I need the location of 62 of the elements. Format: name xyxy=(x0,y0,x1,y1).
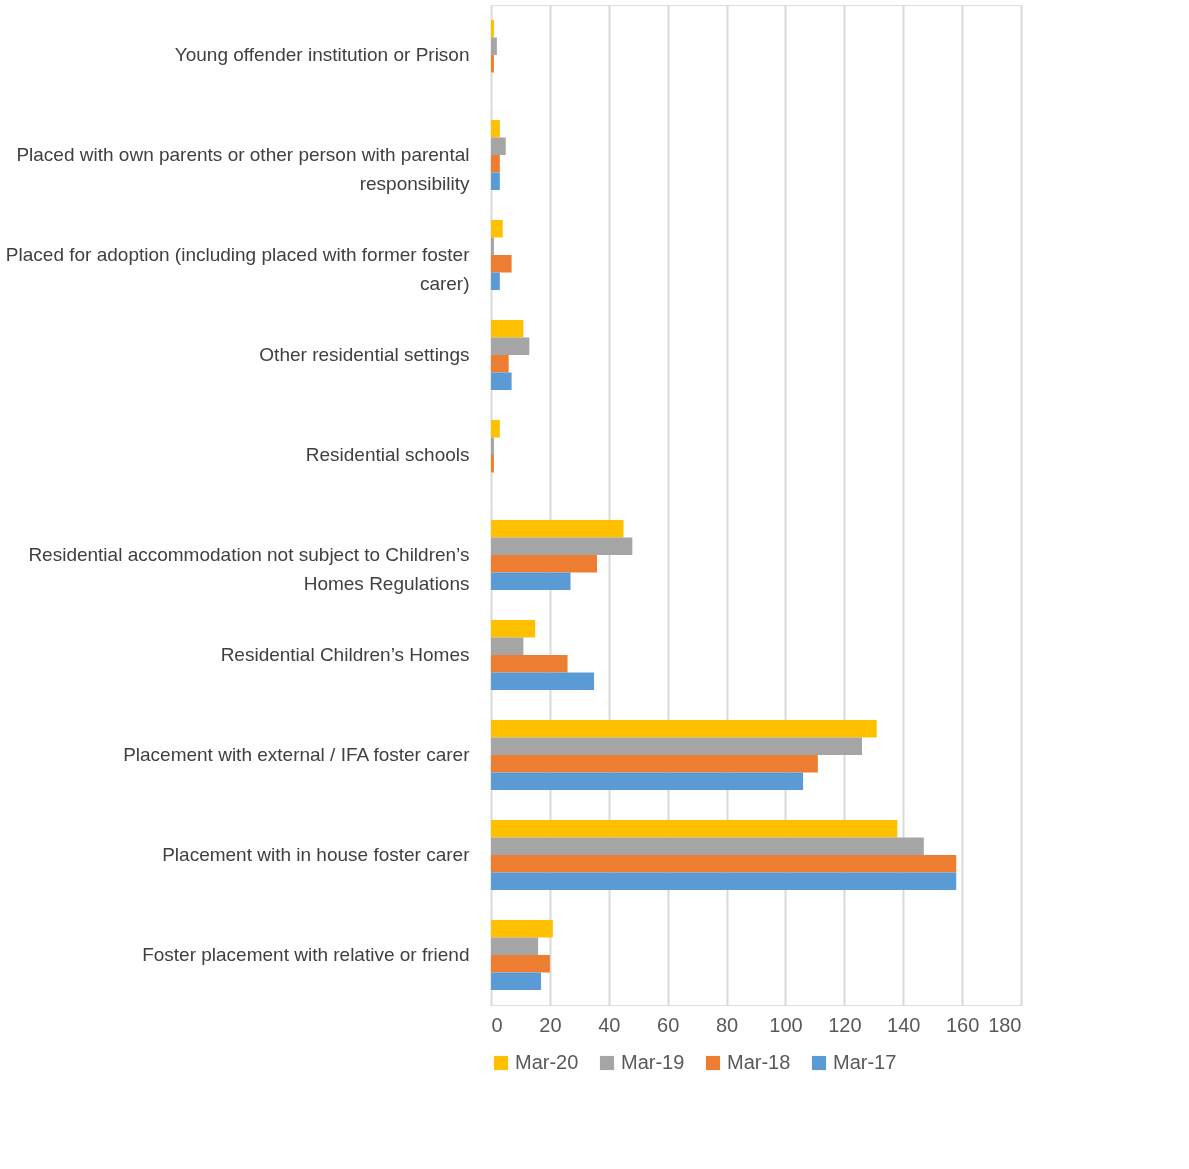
bar xyxy=(491,420,500,438)
bar xyxy=(491,137,506,155)
bar xyxy=(491,220,503,238)
bar xyxy=(491,872,957,890)
bar xyxy=(491,937,539,955)
bar xyxy=(491,320,524,338)
x-tick-label: 100 xyxy=(769,1013,803,1036)
bar xyxy=(491,455,494,473)
y-tick-label: Foster placement with relative or friend xyxy=(142,944,470,965)
y-tick-label: Other residential settings xyxy=(259,344,470,365)
x-tick-label: 80 xyxy=(715,1013,739,1036)
bar xyxy=(491,820,898,838)
bar xyxy=(491,920,553,938)
x-tick-label: 0 xyxy=(491,1013,503,1036)
bar xyxy=(491,655,568,673)
bar xyxy=(491,120,500,138)
bar xyxy=(491,172,500,190)
legend-label: Mar-18 xyxy=(727,1051,791,1073)
x-tick-label: 160 xyxy=(945,1013,980,1036)
bar xyxy=(491,372,512,390)
bar xyxy=(491,637,524,655)
bar xyxy=(491,20,494,38)
x-tick-label: 140 xyxy=(887,1013,921,1036)
y-tick-label: Placed with own parents or other person with parental responsibility xyxy=(16,144,470,194)
bar xyxy=(491,555,597,573)
bar xyxy=(491,737,862,755)
bar xyxy=(491,955,550,973)
bar xyxy=(491,437,494,455)
y-tick-label: Residential schools xyxy=(305,444,470,465)
y-tick-label: Residential accommodation not subject to Children’s Homes Regulations xyxy=(28,544,470,594)
bar xyxy=(491,272,500,290)
bar xyxy=(491,237,494,255)
x-tick-label: 60 xyxy=(657,1013,680,1036)
y-tick-label: Young offender institution or Prison xyxy=(174,44,470,65)
x-tick-label: 40 xyxy=(598,1013,621,1036)
bar xyxy=(491,772,804,790)
y-tick-label: Residential Children’s Homes xyxy=(220,644,470,665)
bar xyxy=(491,155,500,173)
x-tick-label: 120 xyxy=(828,1013,862,1036)
bar xyxy=(491,355,509,373)
y-tick-label: Placed for adoption (including placed with former foster carer) xyxy=(5,244,471,294)
bar xyxy=(491,837,924,855)
bar xyxy=(491,755,818,773)
y-tick-label: Placement with in house foster carer xyxy=(162,844,471,865)
legend-label: Mar-19 xyxy=(621,1051,685,1073)
bar xyxy=(491,55,494,73)
legend-label: Mar-20 xyxy=(515,1051,579,1073)
bar xyxy=(491,620,536,638)
x-tick-label: 180 xyxy=(988,1013,1022,1036)
bar xyxy=(491,972,542,990)
bar xyxy=(491,37,497,55)
bar xyxy=(491,537,633,555)
x-tick-label: 20 xyxy=(539,1013,562,1036)
bar xyxy=(491,255,512,273)
legend-label: Mar-17 xyxy=(833,1051,897,1073)
bar xyxy=(491,572,571,590)
bar xyxy=(491,720,877,738)
y-tick-label: Placement with external / IFA foster carer xyxy=(123,744,471,765)
bar xyxy=(491,337,530,355)
bar xyxy=(491,672,595,690)
bar xyxy=(491,855,957,873)
bar xyxy=(491,520,624,538)
